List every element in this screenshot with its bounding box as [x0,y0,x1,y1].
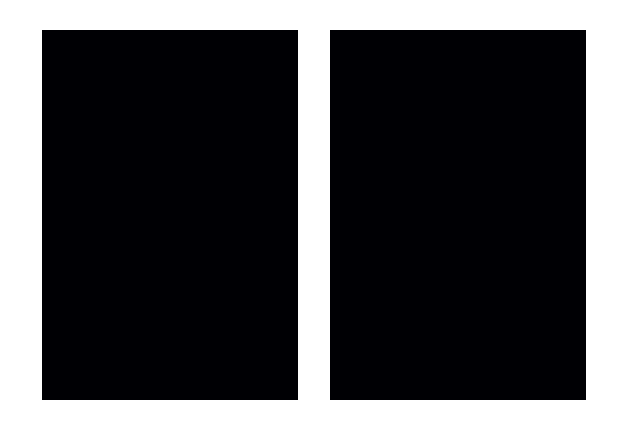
heatmap-panel-x [42,30,298,400]
heatmap-panel-y [330,30,586,400]
